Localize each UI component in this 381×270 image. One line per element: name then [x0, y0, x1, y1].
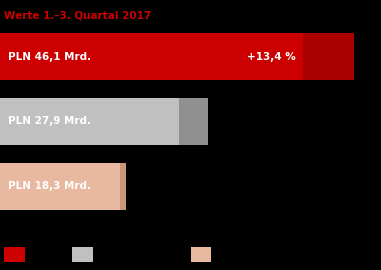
Bar [303, 33, 354, 80]
Text: PLN 27,9 Mrd.: PLN 27,9 Mrd. [8, 116, 91, 127]
Bar [0, 98, 179, 145]
Text: Werte 1.–3. Quartal 2017: Werte 1.–3. Quartal 2017 [4, 11, 151, 21]
Bar [120, 163, 126, 210]
Bar [190, 247, 211, 262]
Bar [0, 33, 303, 80]
Bar [0, 163, 120, 210]
Text: PLN 18,3 Mrd.: PLN 18,3 Mrd. [8, 181, 91, 191]
Bar [72, 247, 93, 262]
Text: PLN 46,1 Mrd.: PLN 46,1 Mrd. [8, 52, 91, 62]
Bar [4, 247, 25, 262]
Text: +13,4 %: +13,4 % [247, 52, 295, 62]
Bar [179, 98, 208, 145]
